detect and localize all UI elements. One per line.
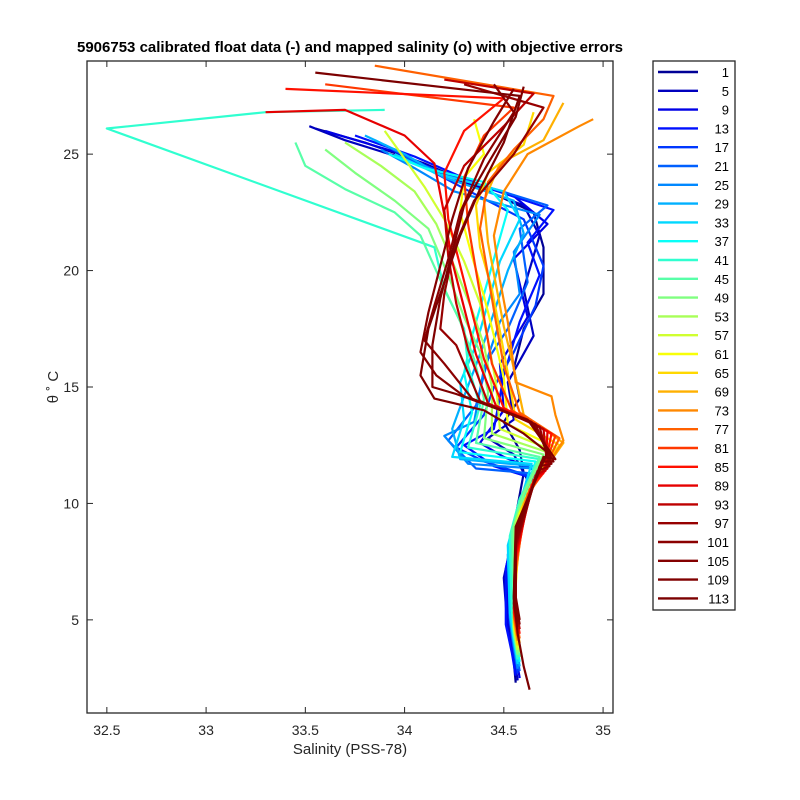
legend-label-85: 85	[715, 460, 729, 475]
series-line-13	[354, 134, 555, 676]
legend-label-33: 33	[715, 215, 729, 230]
x-tick-label: 32.5	[93, 722, 120, 738]
legend-label-5: 5	[722, 84, 729, 99]
series-line-41	[105, 108, 541, 660]
legend-label-93: 93	[715, 497, 729, 512]
legend-label-21: 21	[715, 159, 729, 174]
legend-label-9: 9	[722, 103, 729, 118]
legend-label-81: 81	[715, 441, 729, 456]
legend-label-41: 41	[715, 253, 729, 268]
legend-label-1: 1	[722, 65, 729, 80]
legend-label-57: 57	[715, 328, 729, 343]
legend-label-65: 65	[715, 366, 729, 381]
y-tick-label: 10	[63, 495, 79, 511]
legend-label-101: 101	[707, 535, 729, 550]
legend-label-89: 89	[715, 479, 729, 494]
legend-label-45: 45	[715, 272, 729, 287]
legend-label-49: 49	[715, 291, 729, 306]
series-line-113	[315, 71, 549, 690]
legend-label-37: 37	[715, 234, 729, 249]
legend: 1 5 9 13 17 21 25 29 33 37 41 45 49 53 57 61 65 69 73 77 81 8…	[652, 60, 736, 611]
x-tick-label: 33	[198, 722, 214, 738]
legend-label-61: 61	[715, 347, 729, 362]
x-tick-label: 34	[397, 722, 413, 738]
y-axis-label: θ ˚ C	[45, 371, 62, 404]
x-tick-label: 35	[595, 722, 611, 738]
series-layer	[105, 64, 594, 690]
legend-label-105: 105	[707, 554, 729, 569]
legend-label-17: 17	[715, 140, 729, 155]
y-tick-label: 15	[63, 379, 79, 395]
legend-label-53: 53	[715, 309, 729, 324]
legend-label-97: 97	[715, 516, 729, 531]
y-tick-label: 25	[63, 146, 79, 162]
legend-label-29: 29	[715, 197, 729, 212]
x-tick-label: 33.5	[292, 722, 319, 738]
legend-label-77: 77	[715, 422, 729, 437]
chart-title: 5906753 calibrated float data (-) and ma…	[77, 39, 623, 56]
legend-label-73: 73	[715, 403, 729, 418]
legend-label-69: 69	[715, 385, 729, 400]
series-line-33	[394, 153, 533, 665]
legend-label-113: 113	[708, 591, 729, 606]
legend-label-13: 13	[715, 121, 729, 136]
axis-ticks: 32.5 33 33.5 34 34.5 35 5 10 15 20 25	[63, 61, 613, 738]
x-tick-label: 34.5	[490, 722, 517, 738]
x-axis-label: Salinity (PSS-78)	[293, 741, 407, 758]
legend-label-109: 109	[707, 573, 729, 588]
y-tick-label: 20	[63, 263, 79, 279]
y-tick-label: 5	[71, 612, 79, 628]
legend-label-25: 25	[715, 178, 729, 193]
